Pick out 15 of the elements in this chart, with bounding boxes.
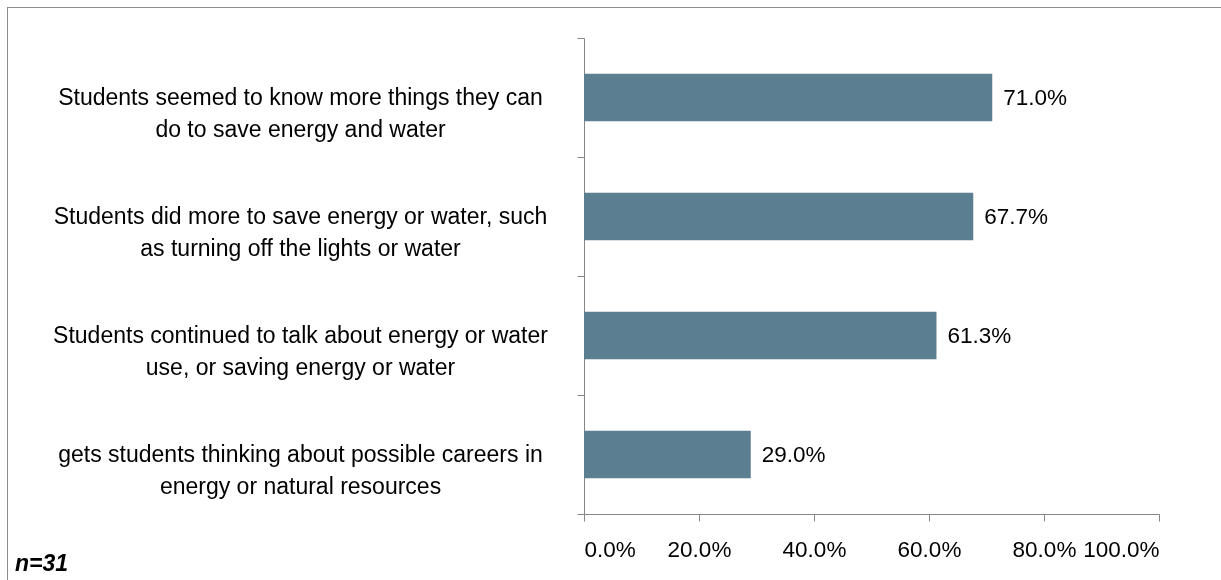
x-tick-label: 0.0% [584,536,636,562]
x-tick-label: 60.0% [897,536,962,562]
x-tick-label: 40.0% [782,536,847,562]
x-tick-label: 20.0% [667,536,732,562]
y-tick-label: gets students thinking about possible careers in energy or natural resources [58,441,543,499]
x-tick-label: 100.0% [1083,536,1160,562]
data-label: 61.3% [947,322,1012,348]
data-label: 67.7% [984,203,1049,229]
x-tick-label: 80.0% [1012,536,1077,562]
y-tick-label: Students continued to talk about energy or water use, or saving energy or water [53,322,549,380]
y-tick-label: Students seemed to know more things they can do to save energy and water [58,84,543,142]
data-label: 29.0% [761,441,826,467]
y-tick-label: Students did more to save energy or water, such as turning off the lights or water [53,203,548,261]
data-label: 71.0% [1003,84,1068,110]
text: n=31 [15,550,69,577]
